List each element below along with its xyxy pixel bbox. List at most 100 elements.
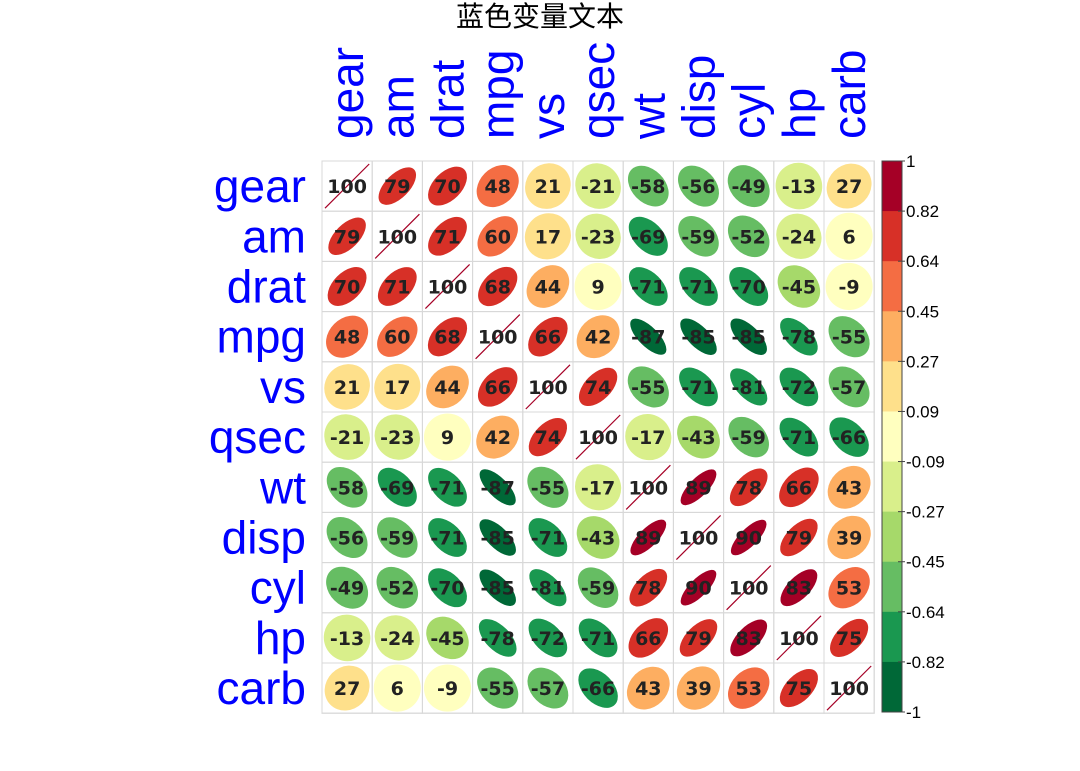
correlation-ellipse xyxy=(678,165,719,207)
colorbar-segment xyxy=(882,161,902,212)
cell-value: 100 xyxy=(578,427,618,449)
correlation-ellipse xyxy=(428,166,467,206)
cell-value: 100 xyxy=(729,578,769,600)
correlation-ellipse xyxy=(423,413,472,461)
cell-gear-hp: -13 xyxy=(773,160,825,212)
cell-value: 60 xyxy=(484,226,510,248)
cell-carb-am: 6 xyxy=(371,662,423,714)
cell-value: -52 xyxy=(732,226,766,248)
cell-cyl-cyl: 100 xyxy=(723,562,775,614)
cell-carb-cyl: 53 xyxy=(723,662,775,714)
correlation-ellipse xyxy=(779,467,819,508)
correlation-ellipse xyxy=(577,567,619,608)
correlation-ellipse xyxy=(476,415,520,459)
cell-value: -59 xyxy=(732,427,766,449)
cell-value: 100 xyxy=(528,377,568,399)
row-label-carb: carb xyxy=(217,662,306,714)
correlation-ellipse xyxy=(575,163,621,209)
diagonal-mark xyxy=(675,514,722,561)
colorbar-segment xyxy=(882,361,902,412)
correlation-ellipse xyxy=(779,669,818,708)
cell-value: 17 xyxy=(384,377,410,399)
cell-am-drat: 71 xyxy=(421,210,474,262)
correlation-ellipse xyxy=(727,165,770,208)
row-label-disp: disp xyxy=(222,512,306,564)
correlation-ellipse xyxy=(374,414,421,460)
colorbar-segment xyxy=(882,461,902,513)
cell-gear-carb: 27 xyxy=(823,160,875,212)
colorbar-segment xyxy=(882,411,902,463)
correlation-ellipse xyxy=(829,417,869,457)
cell-vs-carb: -57 xyxy=(823,361,875,413)
column-label-hp: hp xyxy=(773,88,825,139)
cell-value: -66 xyxy=(581,678,615,700)
correlation-ellipse xyxy=(478,619,517,657)
cell-value: -69 xyxy=(631,226,665,248)
cell-value: -55 xyxy=(531,477,565,499)
column-label-cyl: cyl xyxy=(723,83,775,139)
cell-value: -81 xyxy=(531,578,565,600)
cell-carb-qsec: -66 xyxy=(572,662,624,714)
cell-vs-cyl: -81 xyxy=(723,361,775,413)
cell-value: 27 xyxy=(334,678,360,700)
cell-value: 6 xyxy=(391,678,404,700)
cell-value: -70 xyxy=(430,578,464,600)
correlation-ellipse xyxy=(477,667,519,709)
cell-vs-wt: -55 xyxy=(622,361,674,413)
cell-value: -85 xyxy=(481,528,515,550)
cell-value: -17 xyxy=(581,477,615,499)
cell-value: -24 xyxy=(380,628,414,650)
cell-vs-mpg: 66 xyxy=(472,361,524,413)
cell-value: -55 xyxy=(631,377,665,399)
correlation-ellipse xyxy=(326,566,369,609)
correlation-ellipse xyxy=(428,568,467,608)
cell-value: -70 xyxy=(732,277,766,299)
correlation-ellipse xyxy=(727,667,770,709)
correlation-ellipse xyxy=(427,317,468,357)
diagonal-mark xyxy=(324,163,370,209)
colorbar-tick-label: 0.82 xyxy=(906,202,939,221)
cell-value: -59 xyxy=(581,578,615,600)
correlation-ellipse xyxy=(776,213,822,259)
correlation-ellipse xyxy=(780,518,818,557)
cell-value: -21 xyxy=(330,427,364,449)
cell-value: -49 xyxy=(732,176,766,198)
correlation-ellipse xyxy=(578,668,618,708)
cell-carb-disp: 39 xyxy=(672,662,725,714)
correlation-ellipse xyxy=(628,267,668,306)
cell-value: -9 xyxy=(839,277,860,299)
cell-qsec-mpg: 42 xyxy=(472,411,524,463)
correlation-ellipse xyxy=(326,315,369,358)
cell-value: -56 xyxy=(681,176,715,198)
cell-am-wt: -69 xyxy=(622,210,674,262)
correlation-ellipse xyxy=(729,267,769,306)
colorbar: 1 0.82 0.64 0.45 0.27 0.09 -0.09 -0.27 -0.45 -0.6… xyxy=(881,152,945,722)
correlation-ellipse xyxy=(377,467,417,507)
column-label-qsec: qsec xyxy=(572,42,624,139)
colorbar-tick-label: 0.64 xyxy=(906,252,939,271)
cell-value: -72 xyxy=(782,377,816,399)
cell-value: -52 xyxy=(380,578,414,600)
cell-hp-drat: -45 xyxy=(421,612,474,664)
cell-value: -58 xyxy=(330,477,364,499)
cell-value: 79 xyxy=(786,528,812,550)
correlation-ellipse xyxy=(780,317,818,356)
colorbar-tick-label: 1 xyxy=(906,152,915,171)
correlation-ellipse xyxy=(830,618,869,657)
cell-gear-am: 79 xyxy=(371,160,423,212)
correlation-ellipse xyxy=(779,367,819,407)
cell-value: 89 xyxy=(685,477,711,499)
cell-value: -85 xyxy=(732,327,766,349)
cell-wt-gear: -58 xyxy=(321,461,373,513)
cell-value: 83 xyxy=(735,628,761,650)
cell-value: -71 xyxy=(430,528,464,550)
correlation-ellipse xyxy=(528,518,568,557)
correlation-ellipse xyxy=(525,163,571,209)
correlation-ellipse xyxy=(727,215,770,258)
colorbar-tick-label: -0.64 xyxy=(906,603,945,622)
cell-am-carb: 6 xyxy=(823,210,875,262)
cell-value: 100 xyxy=(628,477,668,499)
row-label-qsec: qsec xyxy=(209,411,306,463)
correlation-ellipse xyxy=(679,267,718,306)
correlation-ellipse xyxy=(828,566,870,609)
